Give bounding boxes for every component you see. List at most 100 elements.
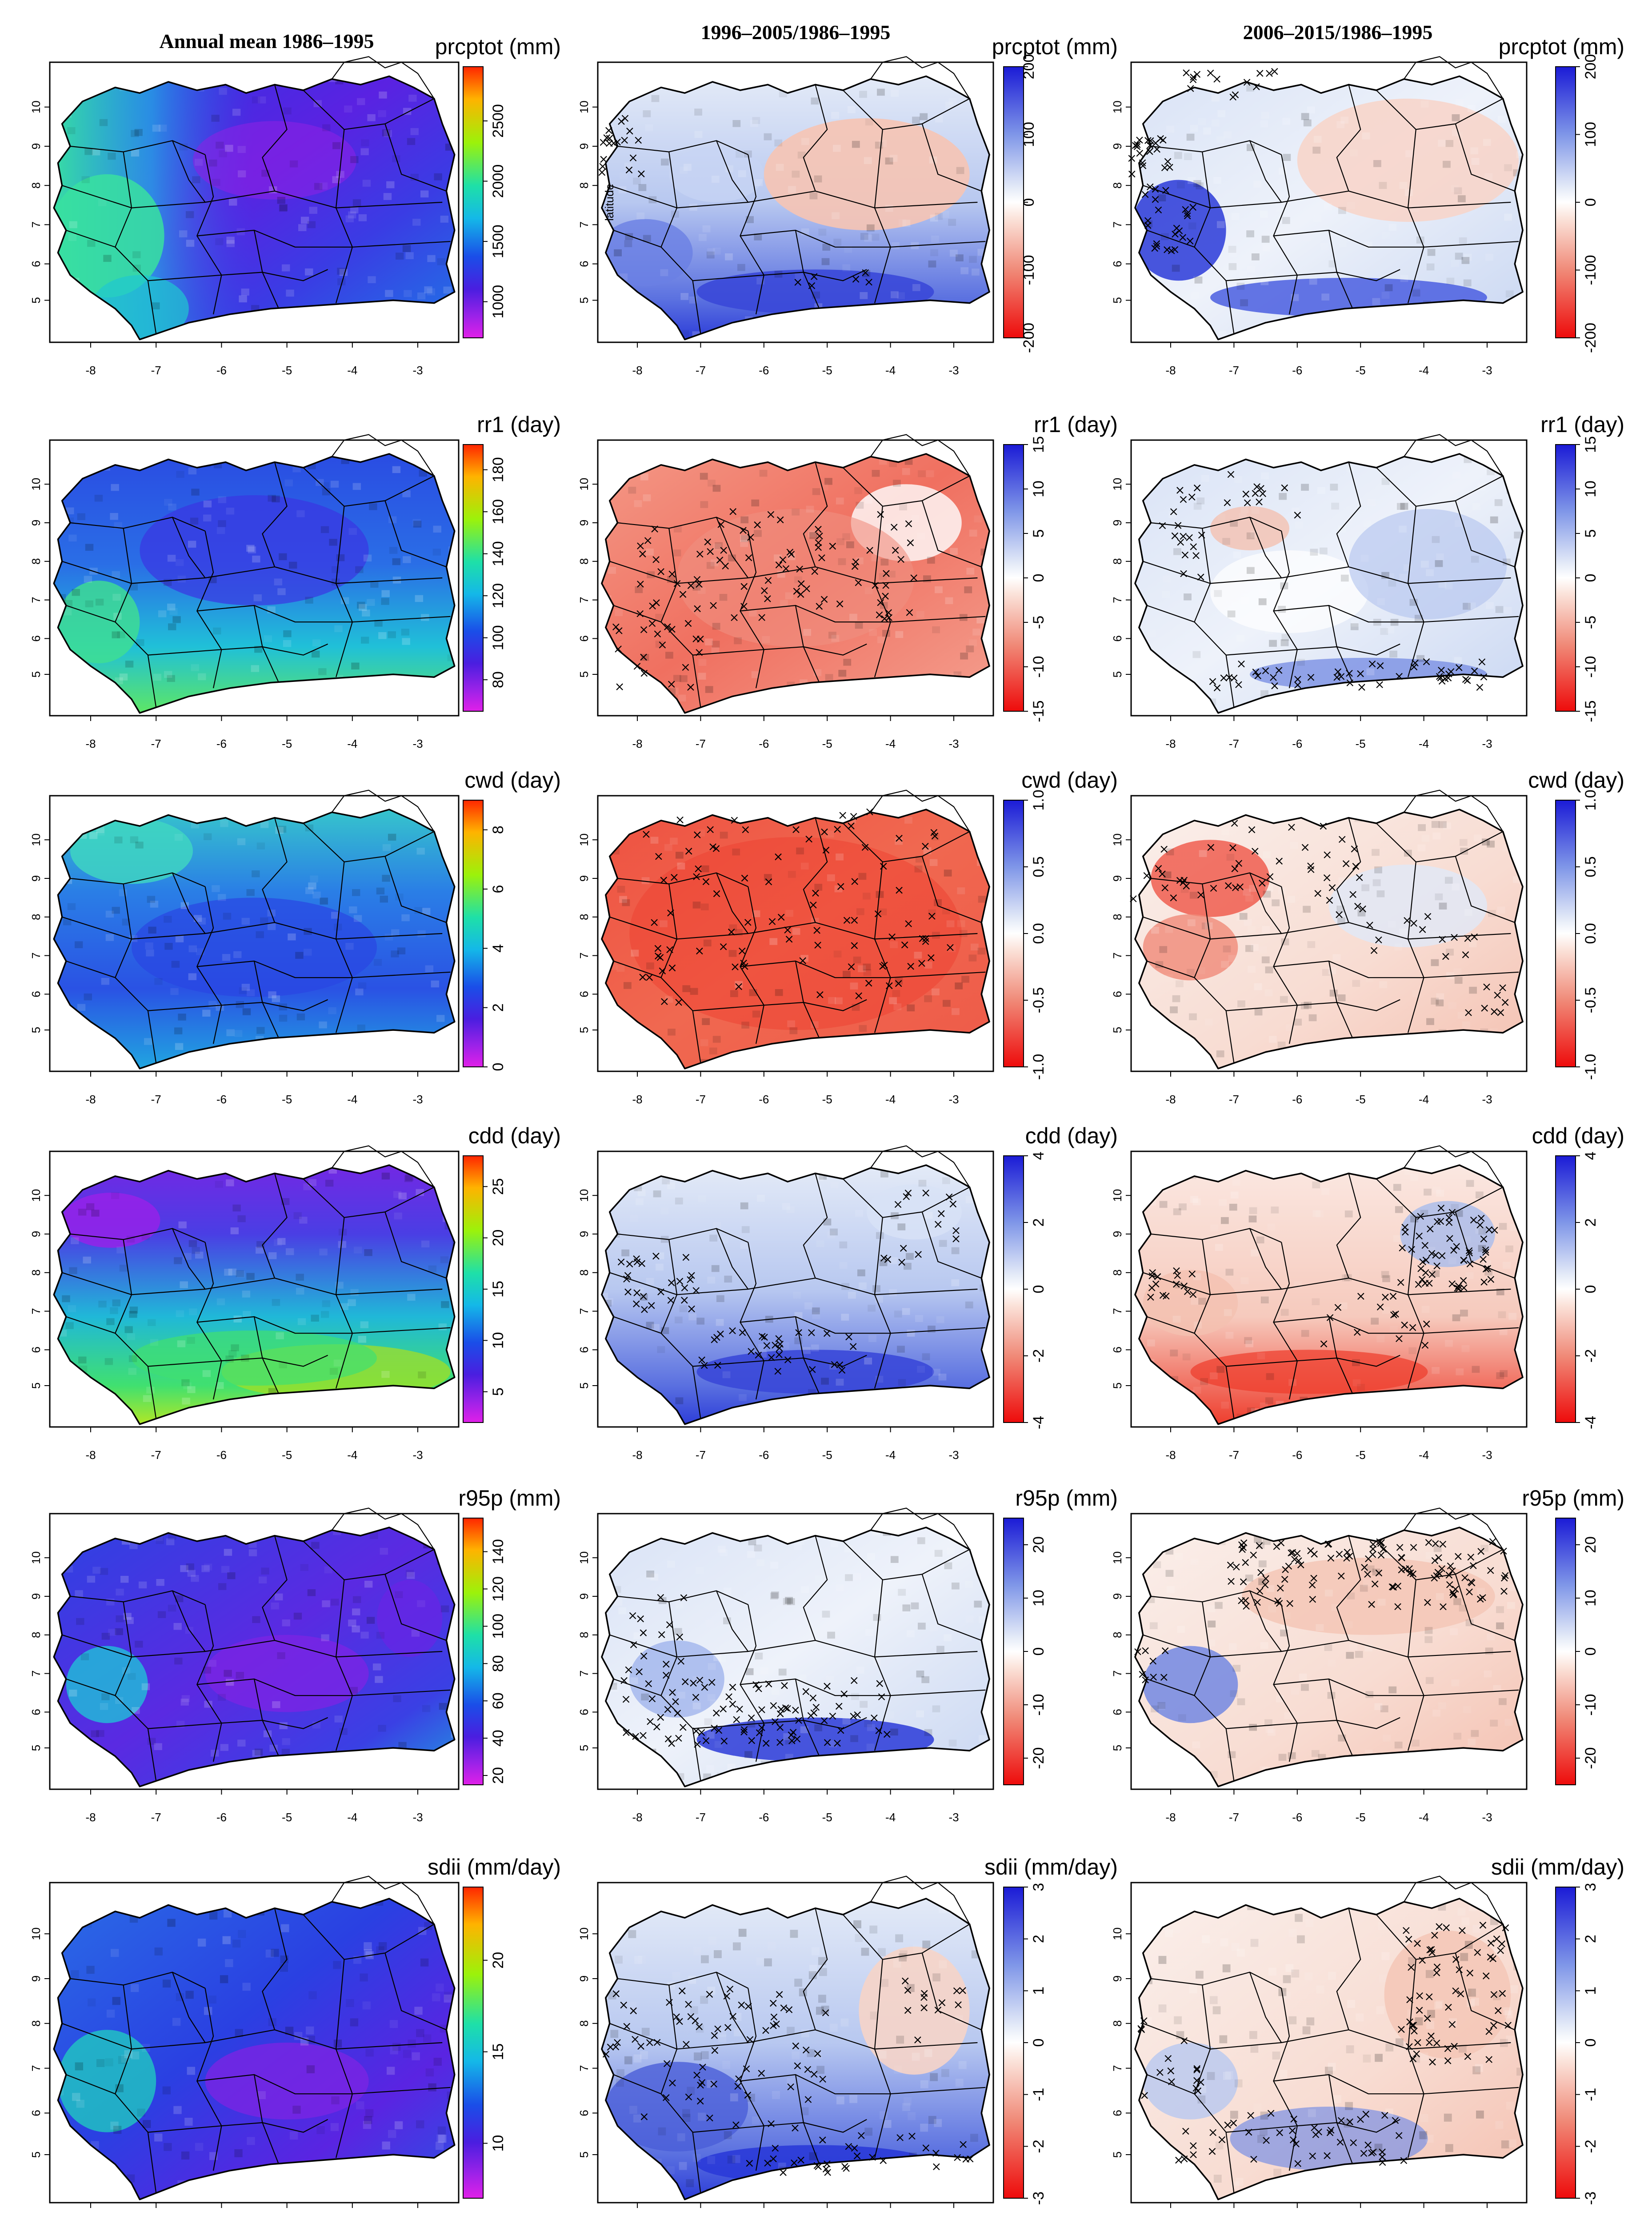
- significance-mark: [731, 817, 738, 824]
- district-boundary: [843, 467, 970, 507]
- significance-mark: [657, 1288, 664, 1295]
- significance-mark: [1358, 684, 1365, 691]
- significance-mark: [676, 1633, 684, 1641]
- significance-mark: [1161, 884, 1169, 892]
- x-tick-label: -4: [885, 364, 896, 377]
- significance-mark: [1454, 1284, 1461, 1292]
- significance-mark: [740, 1728, 748, 1735]
- x-tick-label: -8: [85, 1093, 96, 1106]
- significance-mark: [779, 556, 787, 564]
- district-boundary: [70, 140, 206, 155]
- district-boundary: [1151, 872, 1282, 887]
- y-tick-label: 7: [29, 1670, 43, 1676]
- significance-mark: [1218, 2136, 1226, 2144]
- significance-mark: [623, 1729, 630, 1736]
- colorbar-tick-label: -4: [1030, 1416, 1047, 1429]
- district-boundary: [148, 1717, 328, 1729]
- significance-mark: [682, 1254, 690, 1261]
- district-boundary: [803, 1908, 828, 2030]
- significance-mark: [837, 1727, 844, 1734]
- significance-mark: [758, 614, 765, 621]
- significance-mark: [1180, 1282, 1188, 1290]
- x-tick-label: -5: [822, 737, 832, 750]
- significance-mark: [1493, 1935, 1500, 1943]
- colorbar-tick-label: 100: [1582, 122, 1599, 147]
- district-boundary: [62, 185, 443, 208]
- significance-mark: [1419, 926, 1426, 933]
- district-boundary: [1336, 817, 1361, 923]
- significance-mark: [1460, 1256, 1467, 1264]
- significance-mark: [1433, 1969, 1440, 1976]
- x-tick-label: -7: [696, 1448, 706, 1462]
- significance-mark: [726, 1985, 734, 1993]
- x-tick-label: -8: [632, 364, 642, 377]
- field-anomaly: [696, 1350, 934, 1394]
- significance-mark: [1361, 1564, 1368, 1571]
- significance-mark: [829, 542, 836, 550]
- significance-mark: [851, 878, 858, 885]
- significance-mark: [836, 1361, 844, 1369]
- district-boundary: [921, 1212, 982, 1279]
- district-boundary: [1376, 1178, 1504, 1218]
- significance-mark: [1504, 2022, 1512, 2029]
- y-tick-label: 8: [1111, 558, 1124, 565]
- significance-mark: [1448, 1280, 1456, 1287]
- significance-mark: [1160, 1674, 1168, 1681]
- significance-mark: [664, 623, 671, 630]
- x-tick-label: -6: [1292, 737, 1302, 750]
- significance-mark: [875, 1727, 883, 1734]
- colorbar-tick-label: 0.5: [1582, 856, 1599, 877]
- significance-mark: [1366, 922, 1373, 929]
- y-tick-label: 5: [577, 297, 591, 303]
- significance-mark: [1381, 2112, 1388, 2119]
- y-tick-label: 9: [577, 875, 591, 882]
- significance-mark: [840, 1690, 848, 1698]
- significance-mark: [1443, 1924, 1450, 1931]
- significance-mark: [1359, 905, 1366, 913]
- district-boundary: [262, 462, 288, 567]
- significance-mark: [1180, 879, 1187, 886]
- colorbar-tick-label: 100: [490, 1614, 507, 1639]
- significance-mark: [668, 1740, 675, 1747]
- district-boundary: [1407, 862, 1424, 1033]
- significance-mark: [1334, 1304, 1342, 1311]
- district-boundary: [1407, 1959, 1424, 2158]
- x-tick-label: -6: [759, 737, 769, 750]
- significance-mark: [901, 1977, 909, 1985]
- x-tick-label: -7: [151, 364, 161, 377]
- significance-mark: [1466, 1588, 1473, 1595]
- significance-mark: [905, 920, 912, 927]
- significance-mark: [850, 813, 857, 820]
- colorbar-tick-label: 20: [490, 1230, 507, 1246]
- significance-mark: [1392, 1310, 1399, 1318]
- significance-mark: [681, 1284, 688, 1291]
- x-tick-label: -6: [216, 1811, 227, 1824]
- significance-mark: [1438, 1565, 1446, 1572]
- field-anomaly: [867, 1184, 962, 1240]
- district-boundary: [716, 517, 749, 578]
- x-tick-label: -8: [85, 737, 96, 750]
- district-boundary: [262, 817, 288, 923]
- significance-mark: [696, 649, 703, 656]
- district-boundary: [197, 1316, 451, 1334]
- significance-mark: [821, 828, 828, 836]
- significance-mark: [1489, 1955, 1496, 1962]
- significance-mark: [928, 954, 935, 962]
- significance-mark: [674, 1710, 681, 1717]
- country-border: [53, 1898, 456, 2200]
- district-boundary: [921, 124, 982, 192]
- significance-mark: [1416, 1992, 1423, 2000]
- colorbar-tick-label: 4: [1582, 1152, 1599, 1160]
- district-boundary: [1226, 999, 1400, 1011]
- significance-mark: [1256, 70, 1264, 77]
- district-boundary: [335, 1217, 353, 1389]
- district-boundary: [803, 1535, 828, 1641]
- field-anomaly: [132, 898, 377, 997]
- significance-mark: [633, 663, 641, 670]
- significance-mark: [744, 2092, 752, 2099]
- colorbar-tick-label: 10: [490, 2135, 507, 2152]
- significance-mark: [741, 963, 748, 970]
